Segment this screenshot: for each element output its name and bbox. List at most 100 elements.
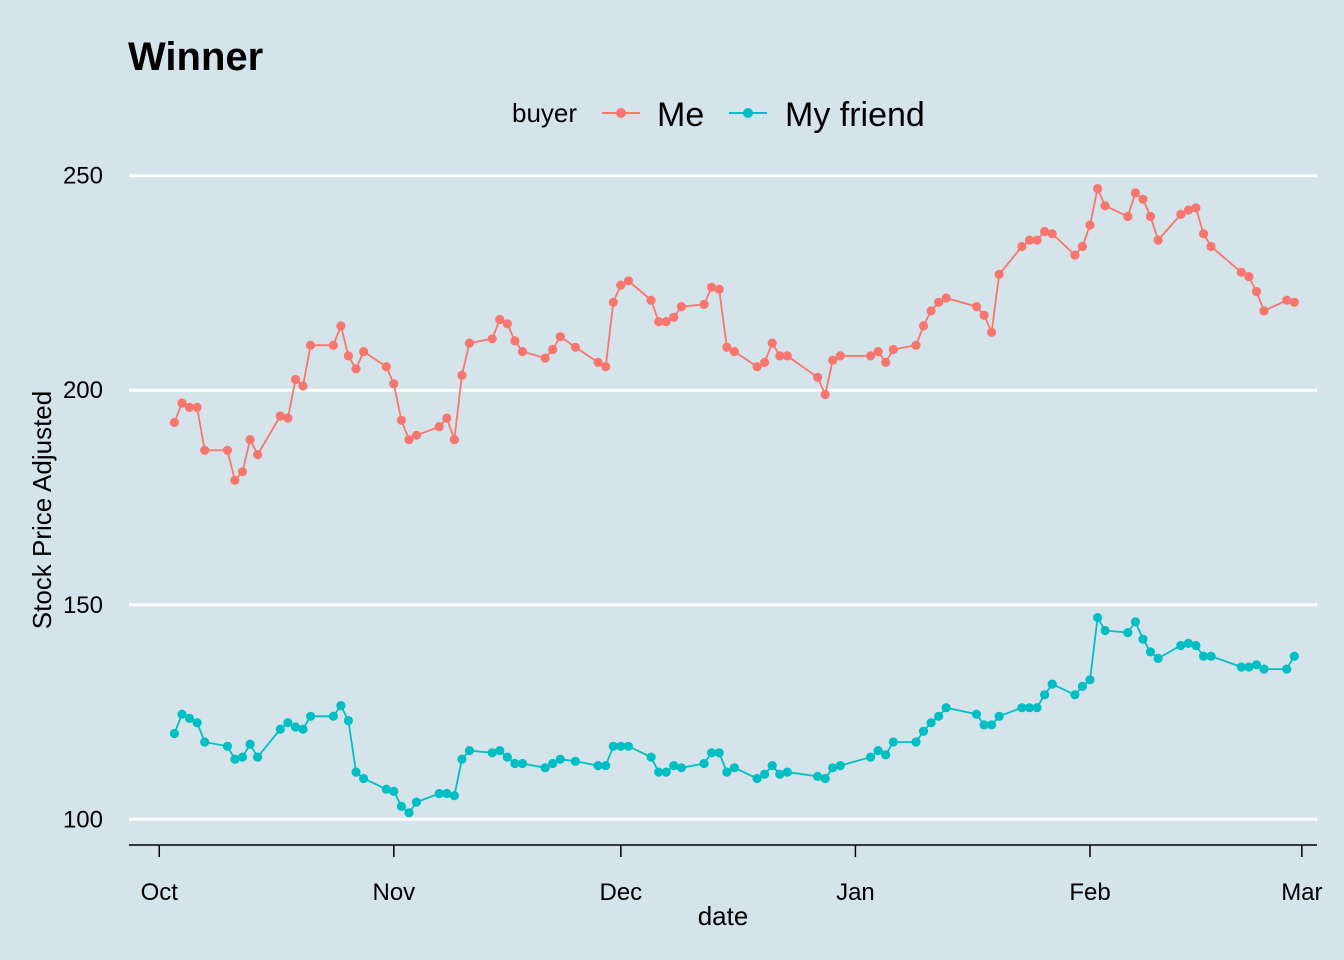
data-point-me [699, 299, 709, 309]
data-point-my-friend [510, 758, 520, 769]
legend: buyer Me My friend [512, 96, 925, 134]
data-point-my-friend [994, 711, 1004, 721]
data-point-my-friend [540, 763, 550, 773]
data-point-me [275, 411, 285, 421]
data-point-my-friend [1100, 625, 1110, 636]
x-axis-label: date [698, 901, 749, 931]
data-point-me [306, 340, 316, 350]
series-layer [169, 184, 1299, 818]
data-point-me [396, 415, 406, 425]
data-point-my-friend [934, 711, 944, 721]
data-point-me [555, 332, 565, 342]
data-point-my-friend [200, 737, 210, 747]
data-point-my-friend [1236, 662, 1246, 672]
data-point-my-friend [548, 758, 558, 769]
data-point-me [457, 370, 467, 380]
data-point-my-friend [253, 752, 263, 762]
data-point-my-friend [487, 748, 497, 758]
data-point-me [661, 317, 671, 327]
data-point-me [1085, 220, 1095, 230]
data-point-my-friend [184, 713, 195, 724]
data-point-me [1259, 306, 1269, 316]
data-point-me [623, 276, 634, 286]
y-tick-label-150: 150 [63, 592, 103, 619]
data-point-me [200, 445, 210, 455]
data-point-my-friend [1138, 634, 1148, 644]
data-point-me [616, 280, 626, 290]
data-point-my-friend [1032, 703, 1042, 713]
data-point-my-friend [343, 716, 353, 726]
data-point-my-friend [411, 797, 422, 807]
data-point-my-friend [866, 752, 876, 762]
data-point-my-friend [873, 746, 883, 756]
data-point-me [782, 351, 792, 361]
data-point-my-friend [1130, 617, 1140, 627]
gridlines [129, 174, 1317, 821]
data-point-my-friend [1259, 664, 1269, 674]
data-point-me [676, 302, 687, 312]
data-point-me [911, 340, 921, 350]
data-point-me [1024, 235, 1035, 245]
data-point-my-friend [434, 788, 444, 799]
data-point-my-friend [729, 763, 740, 773]
data-point-my-friend [237, 752, 248, 762]
data-point-me [1138, 194, 1148, 204]
data-point-me [1236, 267, 1246, 277]
data-point-me [540, 353, 550, 363]
data-point-my-friend [389, 786, 399, 797]
data-point-my-friend [707, 748, 717, 758]
data-point-me [222, 445, 232, 455]
data-point-my-friend [449, 791, 459, 801]
y-tick-label-100: 100 [63, 806, 103, 833]
series-me [169, 184, 1299, 485]
data-point-me [510, 336, 520, 346]
data-point-my-friend [593, 761, 603, 771]
data-point-my-friend [1251, 660, 1262, 670]
data-point-my-friend [987, 720, 997, 730]
data-point-me [820, 389, 830, 400]
data-point-my-friend [359, 773, 369, 784]
data-point-my-friend [676, 763, 687, 773]
data-point-my-friend [669, 761, 679, 771]
data-point-my-friend [661, 767, 671, 777]
data-point-me [707, 282, 717, 292]
legend-label-my-friend: My friend [785, 96, 925, 134]
data-point-me [775, 351, 785, 361]
data-point-my-friend [911, 737, 921, 747]
data-point-me [752, 362, 762, 372]
data-point-me [1047, 229, 1057, 239]
data-point-my-friend [570, 756, 581, 766]
data-point-me [389, 379, 399, 389]
legend-label-me: Me [657, 96, 704, 134]
data-point-my-friend [926, 718, 936, 728]
data-point-me [994, 269, 1004, 279]
data-point-my-friend [1047, 679, 1057, 689]
data-point-me [918, 321, 929, 331]
data-point-me [881, 357, 891, 367]
data-point-my-friend [1024, 703, 1035, 713]
data-point-my-friend [381, 784, 391, 794]
data-point-my-friend [275, 724, 285, 734]
data-point-me [351, 364, 361, 374]
x-tick-label-oct: Oct [141, 879, 179, 906]
data-point-my-friend [616, 741, 626, 751]
data-point-me [434, 422, 444, 432]
data-point-my-friend [177, 709, 187, 719]
data-point-my-friend [601, 761, 611, 771]
data-point-me [767, 338, 777, 348]
data-point-my-friend [918, 726, 929, 736]
data-point-me [1032, 235, 1042, 245]
legend-key-point-my-friend [743, 108, 753, 118]
data-point-me [548, 344, 558, 355]
y-tick-label-200: 200 [63, 377, 103, 404]
data-point-my-friend [336, 701, 346, 711]
data-point-me [442, 413, 452, 423]
data-point-my-friend [820, 773, 830, 784]
data-point-my-friend [1017, 703, 1027, 713]
data-point-me [1289, 297, 1299, 307]
data-point-my-friend [881, 750, 891, 760]
series-my-friend [169, 613, 1299, 818]
data-point-me [1100, 201, 1110, 211]
data-point-me [926, 306, 936, 316]
